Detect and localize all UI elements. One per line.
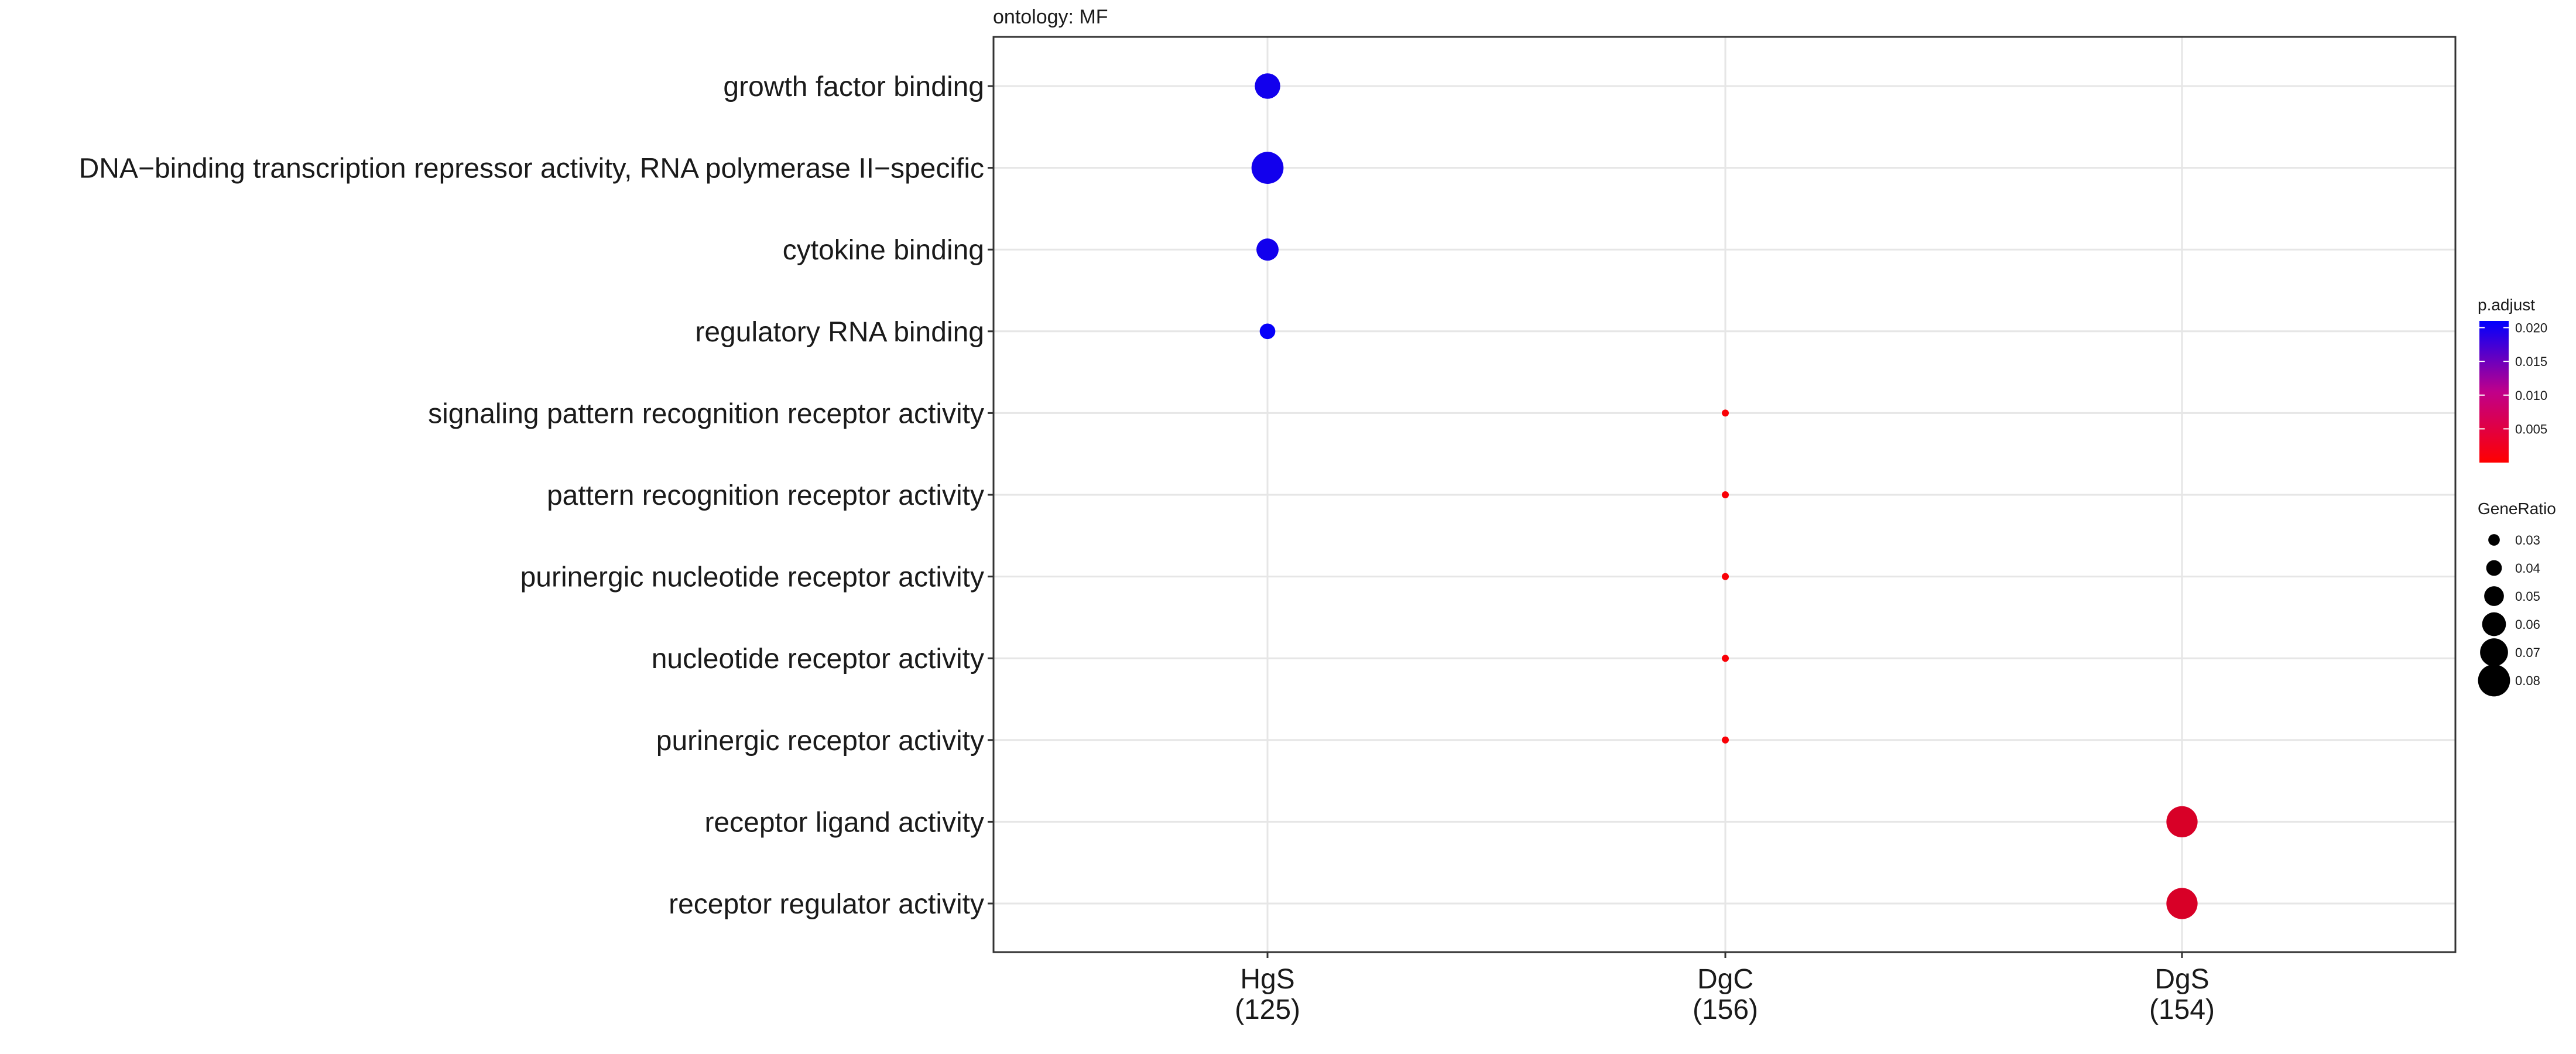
gene-ratio-tick-label: 0.08 (2515, 673, 2540, 688)
x-count-dgc: (156) (1693, 994, 1758, 1025)
gene-ratio-tick-label: 0.06 (2515, 617, 2540, 632)
point-hgs-growth-factor-binding (1255, 73, 1280, 99)
gene-ratio-key-dot (2478, 664, 2510, 697)
gene-ratio-legend: GeneRatio 0.03 0.04 0.05 0.06 0.07 0.08 (2478, 499, 2556, 697)
gene-ratio-key-dot (2482, 612, 2506, 636)
p-adjust-ticks: 0.020 0.015 0.010 0.005 (2479, 321, 2547, 436)
gene-ratio-key-dot (2488, 534, 2500, 546)
y-label-growth-factor-binding: growth factor binding (723, 71, 984, 102)
facet-label: ontology: MF (993, 6, 1108, 28)
y-label-pattern-recognition-receptor-activity: pattern recognition receptor activity (547, 480, 984, 511)
x-label-hgs: HgS (1240, 964, 1294, 995)
y-label-dna-binding-transcription-repressor-activity-rna-polymerase-ii-specific: DNA−binding transcription repressor acti… (79, 153, 984, 184)
y-label-purinergic-receptor-activity: purinergic receptor activity (656, 726, 984, 757)
point-dgs-receptor-ligand-activity (2166, 806, 2198, 838)
p-adjust-tick-label: 0.020 (2515, 321, 2547, 336)
point-dgc-pattern-recognition-receptor-activity (1722, 491, 1729, 498)
gene-ratio-tick-label: 0.05 (2515, 589, 2540, 604)
p-adjust-tick-label: 0.005 (2515, 422, 2547, 436)
y-label-signaling-pattern-recognition-receptor-activity: signaling pattern recognition receptor a… (428, 398, 984, 429)
gene-ratio-tick-label: 0.07 (2515, 645, 2540, 660)
gene-ratio-key-dot (2480, 638, 2508, 666)
x-count-hgs: (125) (1235, 994, 1300, 1025)
p-adjust-colorbar (2479, 321, 2509, 463)
p-adjust-legend: p.adjust 0.020 0.015 0.010 0.005 (2478, 296, 2547, 463)
x-axis-labels: HgS(125) DgC(156) DgS(154) (1235, 952, 2215, 1025)
gene-ratio-tick-label: 0.03 (2515, 533, 2540, 547)
gene-ratio-legend-title: GeneRatio (2478, 499, 2556, 518)
point-dgc-purinergic-nucleotide-receptor-activity (1722, 573, 1729, 580)
y-label-receptor-ligand-activity: receptor ligand activity (704, 807, 984, 838)
gene-ratio-items: 0.03 0.04 0.05 0.06 0.07 0.08 (2478, 533, 2540, 697)
x-label-dgc: DgC (1697, 964, 1753, 995)
p-adjust-legend-title: p.adjust (2478, 296, 2535, 314)
point-dgc-purinergic-receptor-activity (1722, 736, 1729, 744)
y-label-cytokine-binding: cytokine binding (783, 235, 984, 266)
point-hgs-dna-binding-transcription-repressor-activity-rna-polymerase-ii-specific (1251, 152, 1284, 184)
data-points (1251, 73, 2198, 919)
y-label-purinergic-nucleotide-receptor-activity: purinergic nucleotide receptor activity (520, 562, 984, 593)
point-dgs-receptor-regulator-activity (2166, 888, 2198, 919)
gene-ratio-tick-label: 0.04 (2515, 561, 2540, 576)
gene-ratio-key-dot (2486, 560, 2502, 576)
gene-ratio-key-dot (2484, 586, 2504, 606)
y-label-nucleotide-receptor-activity: nucleotide receptor activity (652, 644, 984, 675)
x-label-dgs: DgS (2154, 964, 2209, 995)
y-axis-labels: growth factor binding DNA−binding transcr… (79, 71, 994, 920)
y-label-receptor-regulator-activity: receptor regulator activity (669, 889, 984, 920)
plot-panel-border (992, 36, 2457, 953)
point-hgs-cytokine-binding (1256, 238, 1279, 261)
point-dgc-signaling-pattern-recognition-receptor-activity (1722, 409, 1729, 417)
point-hgs-regulatory-rna-binding (1259, 323, 1276, 340)
x-count-dgs: (154) (2149, 994, 2215, 1025)
point-dgc-nucleotide-receptor-activity (1722, 655, 1729, 662)
y-label-regulatory-rna-binding: regulatory RNA binding (695, 317, 984, 348)
p-adjust-tick-label: 0.015 (2515, 354, 2547, 369)
p-adjust-tick-label: 0.010 (2515, 388, 2547, 403)
